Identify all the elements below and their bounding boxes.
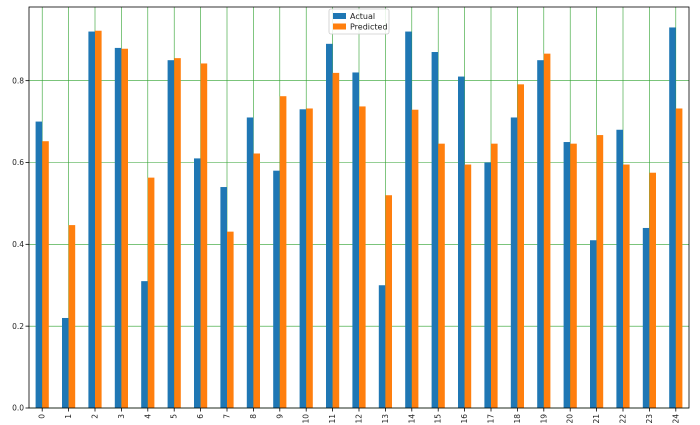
x-tick-label: 0 xyxy=(38,414,47,419)
bar-actual-14 xyxy=(405,31,412,408)
bar-actual-4 xyxy=(141,281,148,408)
x-tick-label: 24 xyxy=(671,414,680,424)
bars-group xyxy=(35,27,683,409)
x-tick-label: 22 xyxy=(619,414,628,424)
bar-actual-22 xyxy=(616,129,623,408)
bar-actual-17 xyxy=(484,162,491,408)
x-tick-label: 11 xyxy=(328,414,337,424)
bar-actual-10 xyxy=(299,109,307,408)
bar-predicted-16 xyxy=(464,164,472,408)
y-tick-label: 0.0 xyxy=(12,404,24,413)
bar-predicted-2 xyxy=(95,30,102,408)
bar-predicted-11 xyxy=(332,72,340,408)
x-tick-label: 9 xyxy=(275,414,284,419)
bar-actual-5 xyxy=(167,60,175,408)
x-tick-label: 8 xyxy=(249,414,258,419)
y-tick-label: 0.6 xyxy=(12,158,24,167)
bar-actual-8 xyxy=(246,117,254,409)
bar-predicted-22 xyxy=(623,164,630,408)
y-tick-label: 0.4 xyxy=(12,240,24,249)
bar-predicted-14 xyxy=(411,109,419,408)
bar-predicted-1 xyxy=(68,225,76,408)
bar-actual-20 xyxy=(563,142,571,408)
bar-predicted-18 xyxy=(517,84,524,408)
x-tick-label: 16 xyxy=(460,414,469,424)
bar-predicted-24 xyxy=(675,108,683,409)
bar-predicted-17 xyxy=(491,143,498,408)
legend-label-actual: Actual xyxy=(350,12,375,21)
bar-actual-2 xyxy=(88,31,95,408)
bar-predicted-6 xyxy=(200,63,208,408)
bar-predicted-9 xyxy=(279,96,287,409)
x-tick-label: 4 xyxy=(143,414,152,419)
x-tick-label: 18 xyxy=(513,414,522,424)
bar-actual-21 xyxy=(590,240,597,408)
x-tick-label: 21 xyxy=(592,414,601,424)
legend-label-predicted: Predicted xyxy=(350,23,388,32)
bar-predicted-7 xyxy=(227,231,234,408)
legend-swatch-actual xyxy=(333,13,346,19)
x-tick-label: 13 xyxy=(381,414,390,424)
x-tick-label: 5 xyxy=(170,414,179,419)
bar-actual-11 xyxy=(326,43,333,408)
bar-predicted-19 xyxy=(543,53,551,408)
bar-actual-24 xyxy=(669,27,676,409)
x-tick-label: 1 xyxy=(64,414,73,419)
x-tick-label: 10 xyxy=(302,414,311,424)
x-tick-label: 15 xyxy=(434,414,443,424)
bar-actual-19 xyxy=(537,60,544,408)
bar-actual-12 xyxy=(352,72,359,408)
bar-predicted-23 xyxy=(649,172,656,408)
bar-actual-9 xyxy=(273,170,280,408)
y-tick-label: 0.8 xyxy=(12,76,24,85)
x-axis: 0 1 2 3 4 5 6 7 8 9 10 11 12 13 14 15 16 17 18 19 20 21 22 23 24 xyxy=(38,408,680,424)
legend: Actual Predicted xyxy=(328,8,390,35)
x-tick-label: 3 xyxy=(117,414,126,419)
y-axis: 0.0 0.2 0.4 0.6 0.8 xyxy=(12,76,29,413)
bar-predicted-5 xyxy=(174,58,181,409)
bar-actual-23 xyxy=(642,227,650,408)
legend-swatch-predicted xyxy=(333,23,346,30)
bar-actual-18 xyxy=(510,117,518,409)
x-tick-label: 12 xyxy=(355,414,364,424)
bar-predicted-15 xyxy=(438,143,445,408)
bar-actual-16 xyxy=(458,76,465,409)
bar-predicted-10 xyxy=(306,108,313,409)
bar-actual-6 xyxy=(194,158,201,408)
bar-predicted-12 xyxy=(359,106,366,408)
bar-actual-15 xyxy=(431,52,439,409)
bar-predicted-0 xyxy=(42,141,49,408)
bar-actual-1 xyxy=(62,317,69,408)
bar-actual-0 xyxy=(35,121,43,409)
x-tick-label: 19 xyxy=(539,414,548,424)
x-tick-label: 2 xyxy=(91,414,100,419)
y-tick-label: 0.2 xyxy=(12,322,24,331)
bar-predicted-3 xyxy=(121,48,128,409)
bar-predicted-4 xyxy=(147,177,155,408)
bar-actual-7 xyxy=(220,187,227,408)
x-tick-label: 6 xyxy=(196,414,205,419)
bar-predicted-8 xyxy=(253,153,260,408)
bar-predicted-20 xyxy=(570,143,577,408)
x-tick-label: 20 xyxy=(566,414,575,424)
x-tick-label: 7 xyxy=(223,414,232,419)
bar-predicted-13 xyxy=(385,195,392,408)
bar-actual-3 xyxy=(114,47,122,408)
bar-actual-13 xyxy=(378,285,386,408)
x-tick-label: 23 xyxy=(645,414,654,424)
x-tick-label: 17 xyxy=(487,414,496,424)
bar-predicted-21 xyxy=(596,135,604,408)
x-tick-label: 14 xyxy=(407,414,416,424)
plot-frame xyxy=(28,6,690,409)
